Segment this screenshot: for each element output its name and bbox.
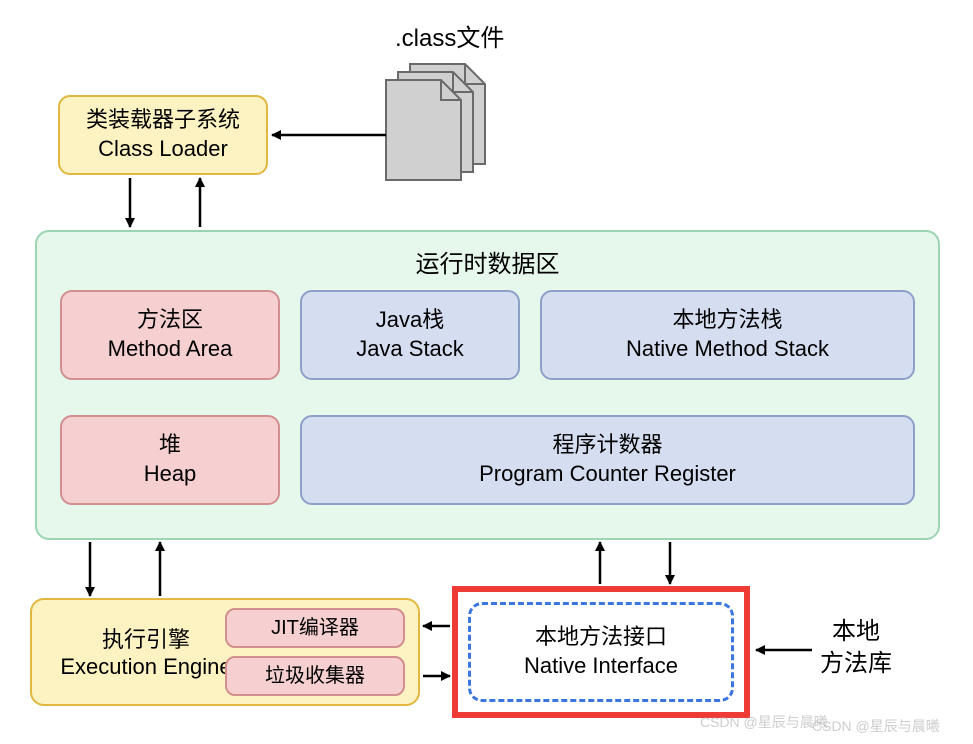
method-area-box: 方法区 Method Area (60, 290, 280, 380)
native-stack-zh: 本地方法栈 (672, 306, 782, 335)
heap-zh: 堆 (159, 431, 181, 460)
pcr-en: Program Counter Register (479, 460, 736, 489)
heap-box: 堆 Heap (60, 415, 280, 505)
class-loader-en: Class Loader (98, 135, 228, 164)
class-loader-box: 类装载器子系统 Class Loader (58, 95, 268, 175)
native-lib-zh: 本地 (820, 616, 892, 648)
gc-label: 垃圾收集器 (265, 663, 365, 689)
heap-en: Heap (144, 460, 197, 489)
exec-engine-en: Execution Engine (46, 654, 246, 680)
jit-label: JIT编译器 (271, 615, 359, 641)
watermark-2: CSDN @星辰与晨曦 (812, 716, 940, 736)
pcr-zh: 程序计数器 (552, 431, 662, 460)
java-stack-box: Java栈 Java Stack (300, 290, 520, 380)
runtime-title: 运行时数据区 (37, 244, 938, 279)
java-stack-en: Java Stack (356, 335, 464, 364)
native-lib-label: 本地 方法库 (820, 616, 892, 681)
native-interface-box: 本地方法接口 Native Interface (468, 602, 734, 702)
watermark-1: CSDN @星辰与晨曦 (700, 712, 828, 732)
exec-engine-zh: 执行引擎 (46, 622, 246, 654)
class-files-icon (380, 58, 500, 193)
class-loader-zh: 类装载器子系统 (86, 106, 240, 135)
method-area-en: Method Area (108, 335, 233, 364)
native-interface-zh: 本地方法接口 (535, 623, 667, 652)
method-area-zh: 方法区 (137, 306, 203, 335)
native-interface-en: Native Interface (524, 652, 678, 681)
gc-box: 垃圾收集器 (225, 656, 405, 696)
native-stack-en: Native Method Stack (626, 335, 829, 364)
native-stack-box: 本地方法栈 Native Method Stack (540, 290, 915, 380)
class-file-label: .class文件 (395, 18, 504, 53)
native-lib-en: 方法库 (820, 648, 892, 680)
java-stack-zh: Java栈 (376, 306, 444, 335)
jit-box: JIT编译器 (225, 608, 405, 648)
pcr-box: 程序计数器 Program Counter Register (300, 415, 915, 505)
